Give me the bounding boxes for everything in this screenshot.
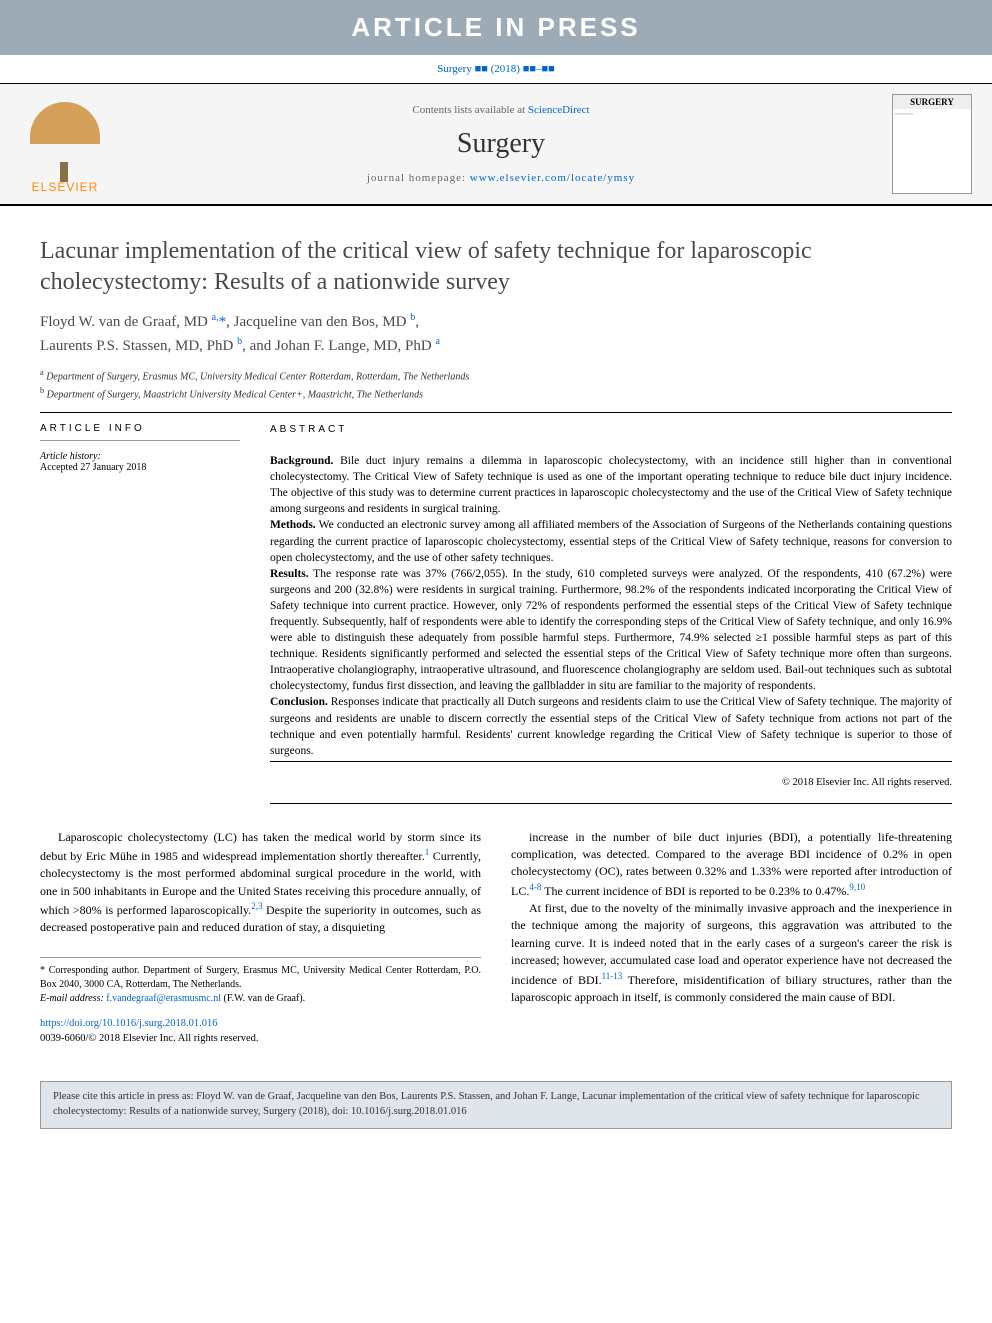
article-history-label: Article history: [40,451,240,462]
journal-cover-thumbnail[interactable]: SURGERY ▪▪▪▪▪▪▪▪▪▪▪▪▪ [892,94,972,194]
body-column-right: increase in the number of bile duct inju… [511,829,952,1047]
abstract-header: ABSTRACT [270,423,952,443]
accepted-date: Accepted 27 January 2018 [40,462,240,473]
article-in-press-banner: ARTICLE IN PRESS [0,0,992,55]
authors-list: Floyd W. van de Graaf, MD a,*, Jacquelin… [40,310,952,357]
citation-box: Please cite this article in press as: Fl… [40,1081,952,1128]
abstract-column: ABSTRACT Background. Bile duct injury re… [270,423,952,803]
elsevier-label: ELSEVIER [32,180,99,194]
abstract-end-rule [270,803,952,804]
affiliations: a Department of Surgery, Erasmus MC, Uni… [40,367,952,402]
abstract-bottom-rule [270,761,952,762]
abstract-paragraph: Results. The response rate was 37% (766/… [270,566,952,695]
article-info-column: ARTICLE INFO Article history: Accepted 2… [40,423,240,803]
doi-link[interactable]: https://doi.org/10.1016/j.surg.2018.01.0… [40,1018,218,1029]
elsevier-logo[interactable]: ELSEVIER [20,94,110,194]
info-abstract-row: ARTICLE INFO Article history: Accepted 2… [40,423,952,803]
divider [40,412,952,413]
corresponding-author-footnote: * Corresponding author. Department of Su… [40,957,481,1006]
journal-reference-line: Surgery ■■ (2018) ■■–■■ [0,55,992,83]
journal-header-box: ELSEVIER Contents lists available at Sci… [0,83,992,206]
body-paragraph: Laparoscopic cholecystectomy (LC) has ta… [40,829,481,937]
copyright-line: © 2018 Elsevier Inc. All rights reserved… [270,770,952,801]
body-paragraph: increase in the number of bile duct inju… [511,829,952,901]
author-email-link[interactable]: f.vandegraaf@erasmusmc.nl [106,993,221,1004]
doi-block: https://doi.org/10.1016/j.surg.2018.01.0… [40,1016,481,1046]
journal-name: Surgery [130,128,872,160]
body-paragraph: At first, due to the novelty of the mini… [511,900,952,1006]
article-info-header: ARTICLE INFO [40,423,240,441]
sciencedirect-link[interactable]: ScienceDirect [528,104,590,116]
issn-copyright-line: 0039-6060/© 2018 Elsevier Inc. All right… [40,1033,259,1044]
header-center: Contents lists available at ScienceDirec… [130,104,872,184]
email-line: E-mail address: f.vandegraaf@erasmusmc.n… [40,992,481,1006]
abstract-paragraph: Background. Bile duct injury remains a d… [270,453,952,517]
journal-cover-title: SURGERY [893,95,971,109]
body-text-columns: Laparoscopic cholecystectomy (LC) has ta… [40,829,952,1047]
abstract-paragraph: Conclusion. Responses indicate that prac… [270,694,952,758]
article-title: Lacunar implementation of the critical v… [40,236,952,298]
journal-homepage-line: journal homepage: www.elsevier.com/locat… [130,172,872,184]
journal-cover-body: ▪▪▪▪▪▪▪▪▪▪▪▪▪ [893,109,971,193]
contents-available-line: Contents lists available at ScienceDirec… [130,104,872,116]
abstract-paragraph: Methods. We conducted an electronic surv… [270,517,952,565]
journal-homepage-link[interactable]: www.elsevier.com/locate/ymsy [470,172,635,184]
corresponding-author-text: * Corresponding author. Department of Su… [40,964,481,992]
body-column-left: Laparoscopic cholecystectomy (LC) has ta… [40,829,481,1047]
elsevier-tree-icon [30,102,100,172]
journal-ref-link[interactable]: Surgery ■■ (2018) ■■–■■ [437,63,555,75]
